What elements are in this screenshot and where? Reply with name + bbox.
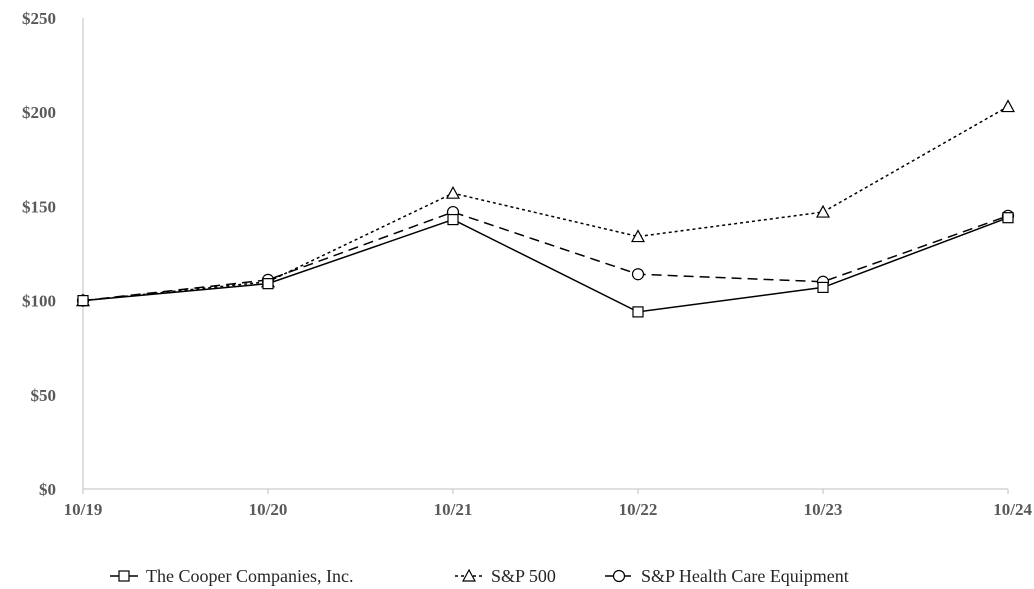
data-point	[815, 204, 831, 218]
legend-label: S&P 500	[491, 566, 556, 586]
axes	[82, 18, 1008, 490]
series-line	[82, 217, 1009, 313]
x-tick-label: 10/19	[64, 500, 103, 519]
data-point	[817, 281, 829, 294]
y-tick-label: $0	[39, 480, 56, 499]
series-circle	[76, 205, 1015, 307]
data-point	[447, 213, 459, 226]
legend-item: S&P 500	[455, 566, 556, 586]
series-triangle	[75, 99, 1016, 307]
y-tick-label: $250	[22, 9, 56, 28]
y-tick-label: $50	[31, 386, 57, 405]
x-tick-label: 10/20	[249, 500, 288, 519]
legend-marker	[118, 570, 130, 582]
y-tick-label: $150	[22, 197, 56, 216]
series-line	[82, 211, 1009, 302]
x-tick-label: 10/23	[804, 500, 843, 519]
y-tick-label: $200	[22, 103, 56, 122]
data-point	[632, 306, 644, 318]
data-point	[77, 295, 89, 307]
legend-marker	[612, 569, 626, 583]
legend-label: S&P Health Care Equipment	[641, 566, 849, 586]
series-layer	[75, 99, 1016, 318]
legend-item: S&P Health Care Equipment	[605, 566, 849, 586]
data-point	[631, 268, 645, 281]
legend-item: The Cooper Companies, Inc.	[110, 566, 353, 586]
x-tick-label: 10/24	[993, 500, 1032, 519]
data-point	[1002, 212, 1014, 224]
legend: The Cooper Companies, Inc. S&P 500 S&P Hea…	[110, 566, 849, 586]
x-tick-label: 10/22	[619, 500, 658, 519]
series-line	[82, 105, 1009, 302]
x-axis-ticks: 10/19 10/20 10/21 10/22 10/23 10/24	[64, 489, 1032, 519]
data-point	[262, 278, 274, 290]
y-tick-label: $100	[22, 292, 56, 311]
data-point	[1000, 99, 1016, 113]
legend-label: The Cooper Companies, Inc.	[146, 566, 353, 586]
x-tick-label: 10/21	[434, 500, 473, 519]
data-point	[630, 229, 646, 243]
y-axis-ticks: $0 $50 $100 $150 $200 $250	[22, 9, 56, 499]
series-square	[77, 212, 1014, 318]
legend-marker	[461, 568, 477, 582]
data-point	[445, 185, 461, 199]
